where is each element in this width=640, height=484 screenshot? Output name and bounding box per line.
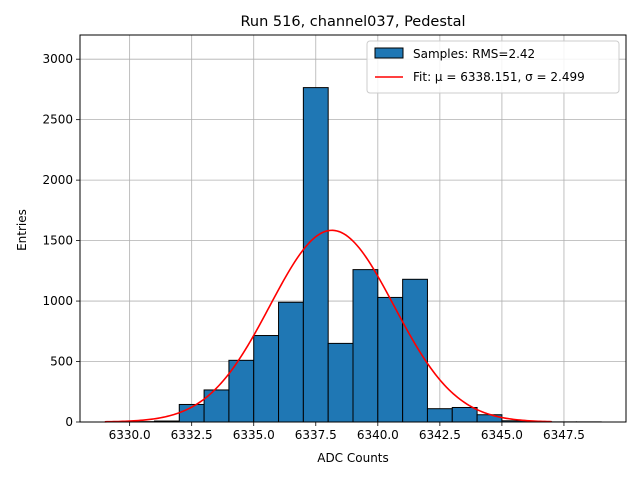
x-tick-label-2: 6335.0: [233, 428, 275, 442]
x-tick-label-5: 6342.5: [419, 428, 461, 442]
x-tick-label-1: 6332.5: [171, 428, 213, 442]
y-tick-label-5: 2500: [42, 113, 73, 127]
y-tick-label-4: 2000: [42, 173, 73, 187]
legend: Samples: RMS=2.42 Fit: μ = 6338.151, σ =…: [367, 41, 619, 93]
x-tick-label-3: 6337.5: [295, 428, 337, 442]
y-tick-label-3: 1500: [42, 234, 73, 248]
x-tick-label-6: 6345.0: [481, 428, 523, 442]
histogram-bar-5: [254, 336, 279, 422]
y-tick-label-6: 3000: [42, 52, 73, 66]
legend-label-fit: Fit: μ = 6338.151, σ = 2.499: [413, 70, 585, 84]
histogram-bar-13: [452, 407, 477, 422]
legend-swatch-samples: [375, 48, 403, 58]
histogram-bar-9: [353, 270, 378, 422]
histogram-bar-12: [427, 409, 452, 422]
histogram-bar-3: [204, 390, 229, 422]
chart-title: Run 516, channel037, Pedestal: [240, 14, 465, 30]
x-tick-label-4: 6340.0: [357, 428, 399, 442]
x-tick-label-0: 6330.0: [109, 428, 151, 442]
legend-label-samples: Samples: RMS=2.42: [413, 47, 535, 61]
x-axis-label: ADC Counts: [317, 451, 389, 465]
histogram-bar-7: [303, 88, 328, 422]
x-tick-label-7: 6347.5: [543, 428, 585, 442]
y-axis-label: Entries: [15, 209, 29, 251]
histogram-bar-8: [328, 343, 353, 422]
y-tick-label-2: 1000: [42, 294, 73, 308]
histogram-bar-11: [403, 279, 428, 422]
histogram-bar-14: [477, 415, 502, 422]
y-tick-label-1: 500: [50, 355, 73, 369]
y-tick-label-0: 0: [65, 415, 73, 429]
histogram-bar-6: [279, 302, 304, 422]
